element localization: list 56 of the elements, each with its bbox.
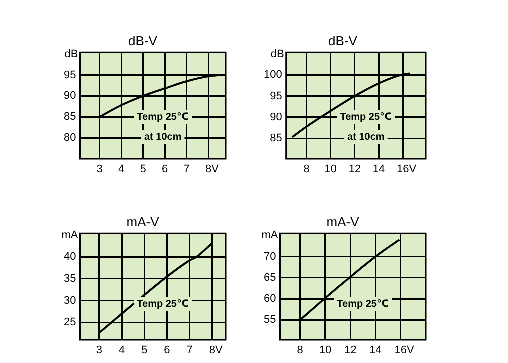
- x-axis-title: V: [409, 164, 418, 176]
- y-axis-title: dB: [64, 48, 78, 61]
- x-tick-label: 8: [304, 164, 310, 176]
- annotation: at 10cm: [144, 132, 182, 143]
- x-tick-label: 12: [348, 164, 362, 176]
- x-tick-label: 4: [118, 344, 126, 357]
- x-tick-label: 6: [162, 164, 168, 176]
- x-axis-title: V: [216, 344, 224, 357]
- y-tick-label: 80: [64, 132, 76, 144]
- x-axis-title: V: [212, 164, 220, 176]
- x-axis-title: V: [406, 344, 415, 357]
- x-tick-label: 16: [394, 344, 407, 357]
- chart-title: dB-V: [128, 33, 158, 48]
- y-tick-label: 95: [270, 90, 282, 102]
- x-tick-label: 10: [319, 344, 332, 357]
- chart-title: mA-V: [126, 214, 160, 230]
- y-tick-label: 60: [264, 293, 276, 306]
- x-tick-label: 3: [96, 344, 103, 357]
- y-tick-label: 90: [270, 111, 282, 124]
- x-tick-label: 8: [209, 344, 216, 357]
- x-tick-label: 4: [118, 164, 125, 176]
- chart-title: dB-V: [328, 33, 358, 48]
- y-tick-label: 30: [64, 294, 76, 307]
- annotation: Temp 25℃: [340, 112, 392, 123]
- x-tick-label: 5: [142, 344, 148, 357]
- y-tick-label: 65: [264, 272, 276, 284]
- x-tick-label: 7: [184, 164, 190, 176]
- y-axis-title: mA: [262, 230, 279, 242]
- y-axis-title: mA: [62, 230, 79, 242]
- x-tick-label: 8: [297, 344, 304, 357]
- x-tick-label: 14: [370, 344, 382, 357]
- x-tick-label: 6: [164, 344, 170, 357]
- x-tick-label: 12: [344, 344, 357, 357]
- x-tick-label: 7: [186, 344, 193, 357]
- y-tick-label: 100: [264, 69, 282, 82]
- y-tick-label: 90: [64, 90, 76, 102]
- x-tick-label: 16: [397, 164, 410, 176]
- y-tick-label: 85: [64, 111, 76, 124]
- y-tick-label: 55: [264, 314, 276, 326]
- annotation: Temp 25℃: [337, 298, 390, 310]
- y-axis-title: dB: [270, 48, 284, 61]
- x-tick-label: 10: [324, 164, 338, 176]
- x-tick-label: 14: [372, 164, 386, 176]
- y-tick-label: 35: [64, 272, 76, 285]
- annotation: Temp 25℃: [137, 112, 190, 123]
- annotation: at 10cm: [348, 132, 385, 143]
- x-tick-label: 3: [96, 164, 103, 176]
- annotation: Temp 25℃: [137, 298, 190, 310]
- y-tick-label: 95: [64, 69, 76, 82]
- x-tick-label: 5: [140, 164, 146, 176]
- y-tick-label: 40: [64, 251, 76, 264]
- y-tick-label: 70: [264, 250, 276, 263]
- y-tick-label: 85: [270, 132, 282, 145]
- x-tick-label: 8: [206, 164, 212, 176]
- y-tick-label: 25: [64, 316, 76, 329]
- chart-title: mA-V: [326, 214, 360, 230]
